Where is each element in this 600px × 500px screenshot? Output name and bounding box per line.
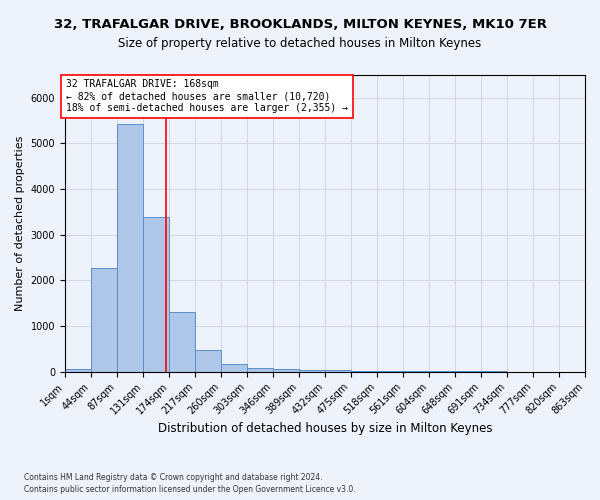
Bar (247, 368, 273, 372)
Bar (65, 368, 91, 372)
Bar (143, 216, 169, 372)
Text: 32 TRAFALGAR DRIVE: 168sqm
← 82% of detached houses are smaller (10,720)
18% of : 32 TRAFALGAR DRIVE: 168sqm ← 82% of deta… (66, 80, 348, 112)
Bar (299, 370, 325, 372)
Bar (377, 371, 403, 372)
Text: Contains HM Land Registry data © Crown copyright and database right 2024.: Contains HM Land Registry data © Crown c… (24, 472, 323, 482)
Bar (195, 350, 221, 372)
Y-axis label: Number of detached properties: Number of detached properties (15, 136, 25, 311)
Text: Size of property relative to detached houses in Milton Keynes: Size of property relative to detached ho… (118, 38, 482, 51)
Bar (117, 124, 143, 372)
Bar (169, 312, 195, 372)
Bar (351, 370, 377, 372)
Text: 32, TRAFALGAR DRIVE, BROOKLANDS, MILTON KEYNES, MK10 7ER: 32, TRAFALGAR DRIVE, BROOKLANDS, MILTON … (53, 18, 547, 30)
Bar (273, 369, 299, 372)
Text: Contains public sector information licensed under the Open Government Licence v3: Contains public sector information licen… (24, 485, 356, 494)
Bar (325, 370, 351, 372)
X-axis label: Distribution of detached houses by size in Milton Keynes: Distribution of detached houses by size … (158, 422, 492, 435)
Bar (91, 268, 117, 372)
Bar (403, 371, 429, 372)
Bar (221, 364, 247, 372)
